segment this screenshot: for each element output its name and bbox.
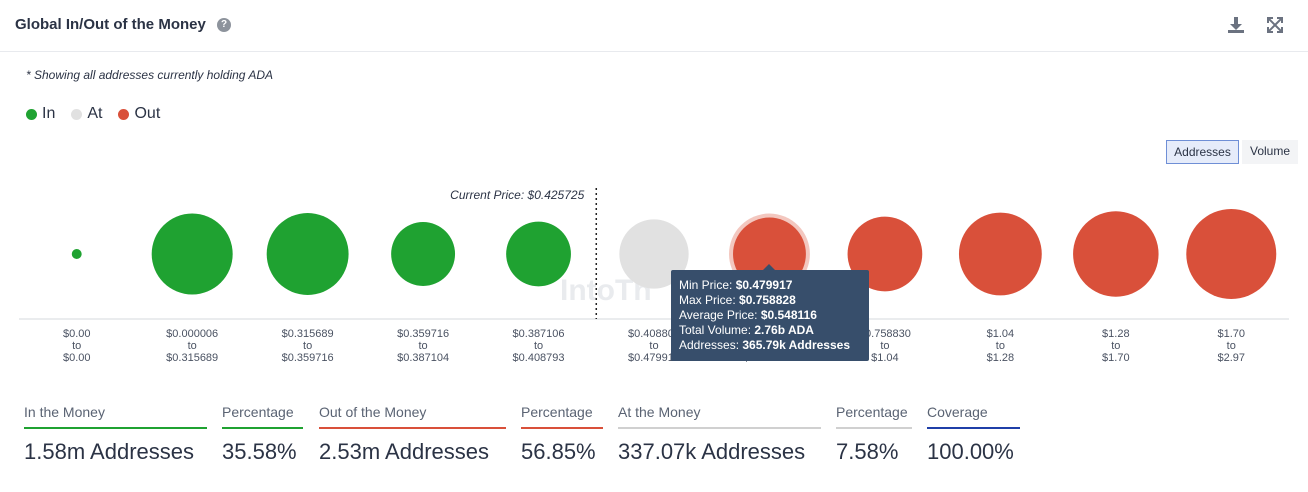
addresses-toggle-button[interactable]: Addresses <box>1166 140 1239 164</box>
tooltip-arrow <box>763 264 775 270</box>
tooltip-max-price: Max Price: $0.758828 <box>679 293 796 307</box>
bubble-in[interactable] <box>71 249 82 259</box>
x-tick-label: to <box>72 340 81 352</box>
tooltip-average-price: Average Price: $0.548116 <box>679 308 817 322</box>
x-tick-label: $1.04 <box>987 328 1015 340</box>
download-icon[interactable] <box>1226 15 1246 35</box>
stat-at-percentage: Percentage 7.58% <box>836 404 912 465</box>
stat-in-the-money: In the Money 1.58m Addresses <box>24 404 207 465</box>
x-tick-label: $1.28 <box>1102 328 1130 340</box>
bubble-out[interactable] <box>958 212 1042 296</box>
stat-at-the-money: At the Money 337.07k Addresses <box>618 404 821 465</box>
legend-label-in: In <box>42 105 56 122</box>
stat-coverage: Coverage 100.00% <box>927 404 1020 465</box>
holders-note: * Showing all addresses currently holdin… <box>26 68 274 82</box>
chart-legend: In At Out <box>26 105 160 123</box>
stat-value: 56.85% <box>521 439 596 464</box>
x-tick-label: $0.479916 <box>628 352 680 364</box>
x-tick-label: $0.408800 <box>628 328 680 340</box>
x-tick-label: $0.000006 <box>166 328 218 340</box>
x-tick-label: $1.04 <box>871 352 899 364</box>
current-price-label: Current Price: $0.425725 <box>450 188 584 202</box>
x-tick-label: to <box>880 340 889 352</box>
help-icon[interactable]: ? <box>217 18 231 32</box>
bubble-in[interactable] <box>506 221 571 287</box>
x-tick-label: $0.359716 <box>282 352 334 364</box>
bubble-out[interactable] <box>1073 211 1159 297</box>
x-tick-label: $0.00 <box>63 328 91 340</box>
bubble-in[interactable] <box>391 222 456 286</box>
legend-label-at: At <box>87 105 103 122</box>
stat-out-percentage: Percentage 56.85% <box>521 404 603 465</box>
legend-dot-at <box>71 108 83 120</box>
stat-value: 2.53m Addresses <box>319 439 489 464</box>
tooltip-total-volume: Total Volume: 2.76b ADA <box>679 323 814 337</box>
stat-value: 35.58% <box>222 439 297 464</box>
legend-dot-in <box>26 108 37 120</box>
x-tick-label: to <box>1227 340 1236 352</box>
bubble-in[interactable] <box>151 213 233 295</box>
stat-value: 337.07k Addresses <box>618 439 806 464</box>
bubble-chart: IntoTh$0.00to$0.00$0.000006to$0.315689$0… <box>19 188 1289 364</box>
bubble-in[interactable] <box>266 213 349 295</box>
x-tick-label: to <box>649 340 658 352</box>
x-tick-label: to <box>996 340 1005 352</box>
bubble-out[interactable] <box>1186 209 1277 299</box>
x-tick-label: $0.00 <box>63 352 91 364</box>
tooltip-addresses: Addresses: 365.79k Addresses <box>679 338 851 352</box>
volume-toggle-button[interactable]: Volume <box>1242 140 1298 164</box>
stat-label: At the Money <box>618 404 821 429</box>
bucket-tooltip: Min Price: $0.479917 Max Price: $0.75882… <box>671 270 869 361</box>
legend-item-in[interactable]: In <box>26 105 55 123</box>
x-tick-label: to <box>534 340 543 352</box>
x-tick-label: $1.70 <box>1218 328 1246 340</box>
x-tick-label: $0.408793 <box>513 352 565 364</box>
fullscreen-icon[interactable] <box>1265 15 1285 35</box>
stat-value: 100.00% <box>927 439 1014 464</box>
x-tick-label: to <box>303 340 312 352</box>
legend-item-out[interactable]: Out <box>118 105 160 123</box>
x-tick-label: $1.28 <box>987 352 1015 364</box>
stat-label: In the Money <box>24 404 207 429</box>
stat-in-percentage: Percentage 35.58% <box>222 404 303 465</box>
legend-label-out: Out <box>134 105 161 122</box>
x-tick-label: $0.315689 <box>282 328 334 340</box>
x-tick-label: $0.387104 <box>397 352 449 364</box>
x-tick-label: $1.70 <box>1102 352 1130 364</box>
stat-label: Coverage <box>927 404 1020 429</box>
x-tick-label: $2.97 <box>1218 352 1246 364</box>
stat-label: Percentage <box>521 404 603 429</box>
x-tick-label: $0.758830 <box>859 328 911 340</box>
chart-header: Global In/Out of the Money ? <box>0 0 1308 52</box>
x-tick-label: $0.359716 <box>397 328 449 340</box>
x-tick-label: to <box>418 340 427 352</box>
x-tick-label: $0.315689 <box>166 352 218 364</box>
stat-label: Percentage <box>222 404 303 429</box>
x-tick-label: to <box>188 340 197 352</box>
stat-label: Out of the Money <box>319 404 506 429</box>
legend-item-at[interactable]: At <box>71 105 102 123</box>
stat-value: 1.58m Addresses <box>24 439 194 464</box>
stat-out-of-the-money: Out of the Money 2.53m Addresses <box>319 404 506 465</box>
x-tick-label: $0.387106 <box>513 328 565 340</box>
x-tick-label: to <box>1111 340 1120 352</box>
stat-label: Percentage <box>836 404 912 429</box>
legend-dot-out <box>118 108 130 120</box>
page-title: Global In/Out of the Money <box>15 16 206 33</box>
stat-value: 7.58% <box>836 439 899 464</box>
tooltip-min-price: Min Price: $0.479917 <box>679 278 793 292</box>
